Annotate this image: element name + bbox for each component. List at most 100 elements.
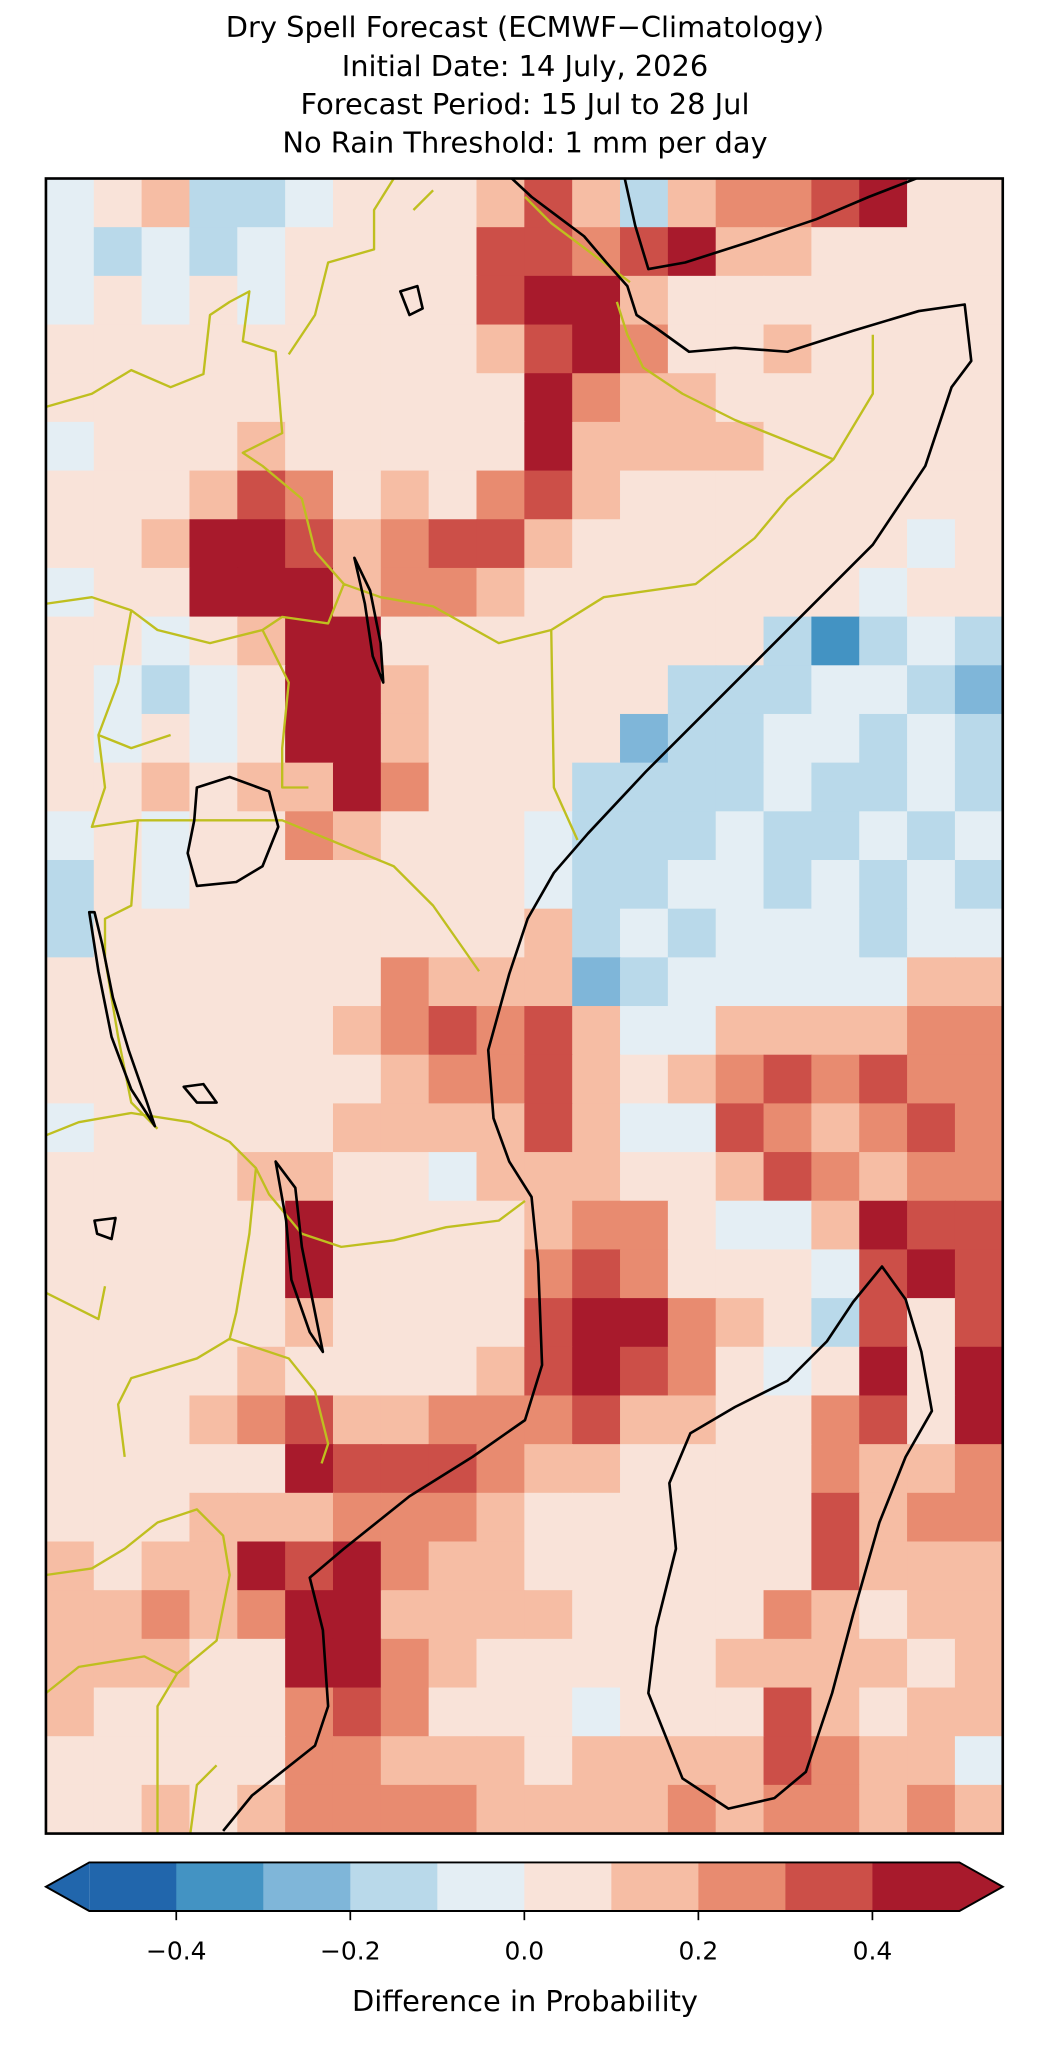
grid-cell (237, 1103, 286, 1153)
grid-cell (859, 713, 908, 764)
grid-cell (141, 665, 191, 715)
grid-cell (93, 519, 143, 569)
coastline (222, 178, 973, 1832)
grid-cell (715, 519, 765, 569)
grid-cell (428, 1395, 478, 1445)
grid-cell (332, 1541, 382, 1591)
grid-cell (811, 1200, 861, 1251)
grid-cell (285, 1006, 334, 1056)
grid-cell (859, 1200, 908, 1251)
grid-cell (93, 178, 143, 228)
grid-cell (954, 1103, 1003, 1153)
grid-cell (476, 1006, 526, 1056)
grid-cell (45, 470, 95, 521)
grid-cell (141, 713, 191, 764)
grid-cell (620, 762, 669, 813)
grid-cell (954, 762, 1003, 813)
grid-cell (811, 1541, 861, 1591)
grid-cell (763, 957, 813, 1007)
grid-cell (811, 665, 861, 715)
grid-cell (237, 178, 286, 228)
grid-cell (189, 1395, 239, 1445)
grid-cell (859, 1054, 908, 1105)
grid-cell (141, 1590, 191, 1640)
grid-cell (620, 1006, 669, 1056)
grid-cell (667, 859, 717, 910)
grid-cell (93, 1346, 143, 1397)
grid-cell (715, 275, 765, 326)
grid-cell (93, 616, 143, 667)
grid-cell (141, 275, 191, 326)
grid-cell (763, 178, 813, 228)
grid-cell (189, 957, 239, 1007)
grid-cell (907, 275, 956, 326)
grid-cell (476, 1784, 526, 1834)
grid-cell (332, 1784, 382, 1834)
grid-cell (285, 1249, 334, 1299)
grid-cell (524, 1298, 573, 1348)
grid-cell (524, 1492, 573, 1543)
grid-cell (954, 1736, 1003, 1786)
grid-cell (332, 1054, 382, 1105)
grid-cell (667, 275, 717, 326)
grid-cell (524, 1444, 573, 1494)
grid-cell (763, 1006, 813, 1056)
grid-cell (476, 1200, 526, 1251)
grid-cell (715, 1492, 765, 1543)
grid-cell (572, 1249, 621, 1299)
colorbar-segment (176, 1862, 264, 1912)
grid-cell (907, 1006, 956, 1056)
grid-cell (45, 859, 95, 910)
grid-cell (667, 567, 717, 618)
grid-cell (859, 1638, 908, 1689)
grid-cell (763, 1054, 813, 1105)
grid-cell (907, 957, 956, 1007)
grid-cell (476, 421, 526, 472)
country-borders (45, 178, 874, 1834)
grid-cell (189, 1784, 239, 1834)
grid-cell (715, 908, 765, 959)
grid-cell (620, 1638, 669, 1689)
grid-cell (45, 421, 95, 472)
grid-cell (45, 324, 95, 375)
grid-cell (907, 1638, 956, 1689)
grid-cell (189, 1492, 239, 1543)
grid-cell (811, 227, 861, 277)
grid-cell (332, 908, 382, 959)
grid-cell (45, 811, 95, 861)
grid-cell (907, 1444, 956, 1494)
grid-cell (93, 227, 143, 277)
grid-cell (141, 1152, 191, 1202)
grid-cell (572, 859, 621, 910)
grid-cell (285, 665, 334, 715)
grid-cell (572, 1103, 621, 1153)
grid-cell (715, 1249, 765, 1299)
grid-cell (572, 1152, 621, 1202)
grid-cell (332, 665, 382, 715)
grid-cell (811, 324, 861, 375)
grid-cell (141, 1346, 191, 1397)
grid-cell (93, 567, 143, 618)
grid-cell (380, 373, 430, 423)
grid-cell (332, 811, 382, 861)
grid-cell (476, 1054, 526, 1105)
grid-cell (524, 665, 573, 715)
grid-cell (907, 665, 956, 715)
grid-cell (524, 519, 573, 569)
grid-cell (763, 908, 813, 959)
grid-cell (476, 178, 526, 228)
grid-cell (332, 1638, 382, 1689)
grid-cell (45, 1200, 95, 1251)
grid-cell (620, 1103, 669, 1153)
grid-cell (237, 567, 286, 618)
grid-cell (667, 762, 717, 813)
grid-cell (428, 1054, 478, 1105)
grid-cell (189, 1200, 239, 1251)
title-line: Forecast Period: 15 Jul to 28 Jul (301, 87, 750, 121)
grid-cell (189, 1006, 239, 1056)
grid-cell (476, 859, 526, 910)
colorbar-segment (872, 1862, 961, 1912)
grid-cell (189, 665, 239, 715)
grid-cell (380, 227, 430, 277)
grid-cell (859, 178, 908, 228)
